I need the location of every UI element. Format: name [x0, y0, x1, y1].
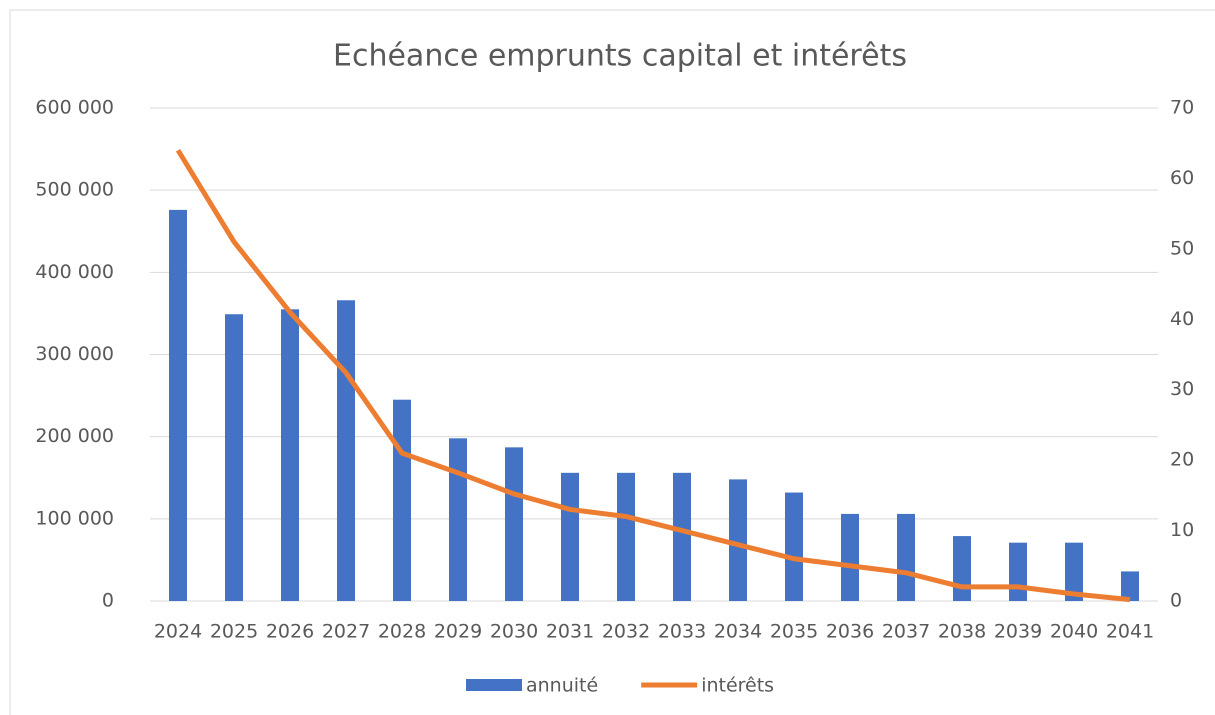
x-tick-label: 2040 — [1050, 621, 1098, 643]
bar — [281, 309, 299, 601]
y-tick-label: 0 — [102, 590, 114, 612]
chart-title: Echéance emprunts capital et intérêts — [333, 39, 907, 74]
legend-label: intérêts — [701, 675, 774, 697]
x-tick-label: 2033 — [658, 621, 706, 643]
y-tick-label: 200 000 — [35, 425, 114, 447]
y-tick-label: 500 000 — [35, 179, 114, 201]
y2-tick-label: 10 — [1170, 519, 1194, 541]
x-tick-label: 2038 — [938, 621, 986, 643]
y-tick-label: 600 000 — [35, 97, 114, 119]
x-tick-label: 2030 — [490, 621, 538, 643]
bar — [337, 300, 355, 601]
bar — [225, 314, 243, 601]
legend-label: annuité — [526, 675, 598, 697]
bar — [841, 513, 859, 601]
x-tick-label: 2027 — [322, 621, 370, 643]
legend-swatch — [466, 679, 522, 691]
x-tick-label: 2036 — [826, 621, 874, 643]
bar — [897, 513, 915, 601]
y2-tick-label: 40 — [1170, 308, 1194, 330]
x-tick-label: 2026 — [266, 621, 314, 643]
y2-tick-label: 0 — [1170, 590, 1182, 612]
x-tick-label: 2025 — [210, 621, 258, 643]
bar — [169, 209, 187, 602]
bar — [561, 472, 579, 601]
x-tick-label: 2024 — [154, 621, 202, 643]
bar — [1121, 571, 1139, 601]
y-tick-label: 400 000 — [35, 261, 114, 283]
y2-tick-label: 50 — [1170, 237, 1194, 259]
y2-tick-label: 70 — [1170, 97, 1194, 119]
x-tick-label: 2035 — [770, 621, 818, 643]
bar — [1009, 542, 1027, 601]
y2-tick-label: 30 — [1170, 378, 1194, 400]
y-tick-label: 100 000 — [35, 507, 114, 529]
bar — [673, 472, 691, 601]
x-tick-label: 2041 — [1106, 621, 1154, 643]
bar — [1065, 542, 1083, 601]
bar — [449, 438, 467, 601]
y2-tick-label: 20 — [1170, 449, 1194, 471]
bar — [785, 492, 803, 601]
x-tick-label: 2031 — [546, 621, 594, 643]
y-tick-label: 300 000 — [35, 343, 114, 365]
x-tick-label: 2034 — [714, 621, 762, 643]
chart-frame — [9, 9, 1215, 715]
bar — [953, 536, 971, 601]
y2-tick-label: 60 — [1170, 167, 1194, 189]
line — [175, 148, 1131, 603]
bar — [729, 479, 747, 601]
x-tick-label: 2029 — [434, 621, 482, 643]
bar — [505, 447, 523, 601]
x-tick-label: 2028 — [378, 621, 426, 643]
bar — [617, 472, 635, 601]
bar — [393, 399, 411, 601]
x-tick-label: 2037 — [882, 621, 930, 643]
x-tick-label: 2039 — [994, 621, 1042, 643]
x-tick-label: 2032 — [602, 621, 650, 643]
